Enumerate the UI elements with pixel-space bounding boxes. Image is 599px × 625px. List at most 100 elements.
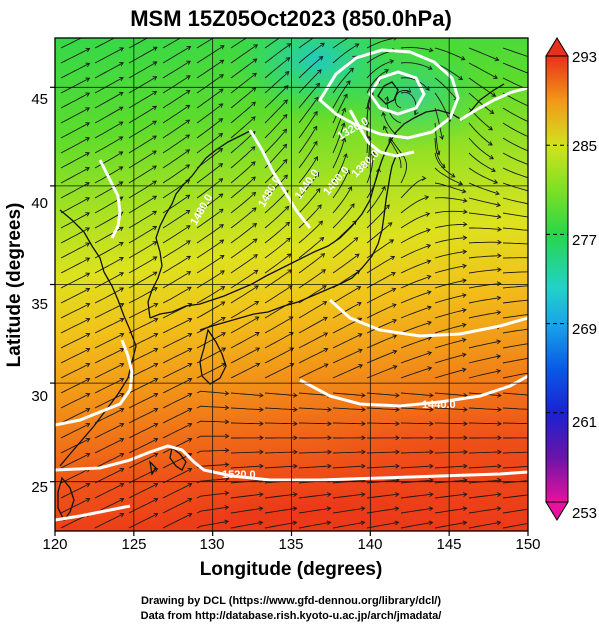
colorbar-bottom-arrow — [545, 501, 569, 521]
streamline — [400, 407, 434, 411]
streamline-arrowhead — [118, 106, 124, 111]
y-tick-labels: 25 30 35 40 45 — [31, 91, 48, 496]
streamline — [94, 363, 124, 379]
streamline-arrowhead — [187, 422, 193, 428]
streamline — [468, 167, 498, 184]
streamline — [94, 62, 124, 79]
streamline — [298, 422, 331, 425]
streamline-arrowhead — [185, 75, 191, 80]
streamline — [94, 378, 124, 394]
streamline-arrowhead — [395, 392, 400, 398]
streamline-arrowhead — [315, 187, 321, 193]
streamline-arrowhead — [414, 110, 419, 116]
streamline-arrowhead — [119, 332, 125, 338]
streamline-arrowhead — [384, 96, 389, 101]
streamline — [332, 451, 366, 454]
streamline-arrowhead — [286, 237, 291, 243]
streamline-arrowhead — [85, 242, 91, 247]
streamline — [264, 190, 289, 214]
streamline-arrowhead — [426, 274, 432, 280]
streamline-arrowhead — [254, 31, 258, 35]
streamline-arrowhead — [250, 161, 256, 166]
streamline-arrowhead — [152, 226, 158, 231]
streamline-arrowhead — [153, 437, 159, 443]
streamline-arrowhead — [488, 141, 493, 146]
streamline-arrowhead — [258, 520, 264, 526]
streamline — [434, 309, 467, 319]
streamline-arrowhead — [187, 437, 193, 443]
y-tick-label: 35 — [31, 296, 48, 313]
streamline-arrowhead — [391, 287, 397, 293]
streamline-arrowhead — [153, 287, 158, 292]
streamline-arrowhead — [251, 101, 256, 107]
streamline — [366, 350, 397, 364]
streamline-arrowhead — [185, 104, 191, 110]
streamline-arrowhead — [220, 31, 224, 35]
streamline-arrowhead — [152, 135, 157, 140]
streamline-arrowhead — [284, 71, 290, 76]
streamline — [332, 333, 362, 349]
streamline — [162, 333, 192, 349]
streamline — [434, 353, 466, 364]
streamline-arrowhead — [253, 44, 259, 49]
streamline — [298, 237, 324, 259]
streamline-arrowhead — [293, 463, 298, 469]
streamline-arrowhead — [218, 132, 224, 138]
streamline-arrowhead — [85, 272, 91, 278]
streamline-arrowhead — [85, 62, 91, 68]
streamline-arrowhead — [532, 242, 536, 246]
coastline-pacific-japan — [199, 155, 397, 331]
streamline-arrowhead — [531, 493, 535, 497]
streamline-arrowhead — [252, 222, 258, 228]
streamline — [366, 465, 399, 469]
streamline-arrowhead — [118, 136, 124, 141]
streamline-arrowhead — [462, 198, 468, 203]
streamline — [230, 407, 264, 411]
streamline-arrowhead — [326, 506, 332, 512]
streamline-arrowhead — [152, 256, 158, 261]
streamline — [230, 161, 256, 184]
streamline-arrowhead — [394, 520, 400, 526]
streamline — [468, 137, 494, 160]
streamline — [388, 138, 402, 169]
streamline — [434, 137, 446, 168]
streamline — [332, 43, 359, 64]
streamline — [162, 46, 191, 64]
streamline — [60, 227, 90, 244]
streamline — [298, 363, 329, 379]
streamline-arrowhead — [153, 392, 159, 398]
streamline-arrowhead — [224, 505, 230, 510]
streamline-arrowhead — [493, 179, 499, 184]
streamline-arrowhead — [286, 43, 292, 48]
streamline-arrowhead — [531, 478, 535, 482]
streamline — [162, 318, 192, 334]
streamline-arrowhead — [429, 421, 434, 427]
streamline-arrowhead — [119, 407, 125, 413]
streamline-arrowhead — [218, 178, 224, 183]
streamline-arrowhead — [488, 126, 494, 131]
streamline-arrowhead — [326, 492, 332, 497]
streamline — [434, 422, 467, 425]
streamline — [468, 493, 501, 499]
streamline — [298, 507, 331, 514]
streamline-arrowhead — [118, 151, 124, 156]
streamline — [60, 378, 90, 394]
streamline — [298, 111, 318, 139]
streamline-arrowhead — [462, 520, 468, 526]
streamline-arrowhead — [323, 347, 329, 353]
streamline-arrowhead — [220, 301, 226, 306]
streamline-arrowhead — [283, 174, 288, 180]
streamline-arrowhead — [119, 497, 125, 503]
streamline-arrowhead — [346, 80, 351, 85]
streamline — [468, 407, 502, 411]
streamline-arrowhead — [285, 221, 291, 227]
colorbar-label: 277 — [572, 232, 597, 249]
streamline — [162, 104, 190, 124]
streamline-arrowhead — [365, 105, 371, 111]
streamline — [468, 152, 496, 172]
streamline-arrowhead — [258, 492, 264, 497]
streamline — [230, 176, 256, 199]
plot-area: 1520.0 1480.0 1480.0 1440.0 1440.0 1400.… — [55, 31, 536, 531]
streamline — [230, 87, 256, 109]
x-tick-labels: 120 125 130 135 140 145 150 — [42, 536, 540, 553]
